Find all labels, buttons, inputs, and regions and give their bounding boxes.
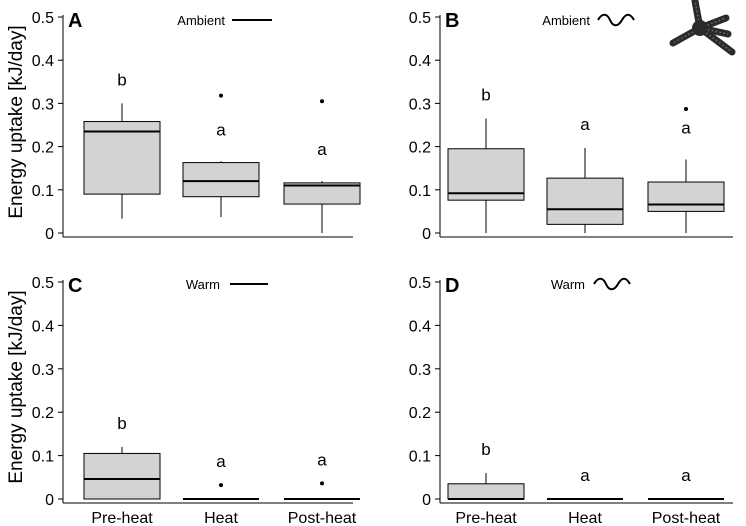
significance-letter: b (481, 440, 490, 459)
box-2: a (547, 466, 623, 500)
box-1: b (83, 70, 161, 219)
box-1: b (83, 414, 161, 500)
significance-letter: b (117, 414, 126, 433)
y-tick-label: 0.5 (32, 10, 54, 27)
significance-letter: a (681, 119, 691, 138)
y-tick-label: 0.1 (409, 183, 431, 200)
y-tick-label: 0.1 (409, 449, 431, 466)
y-tick-label: 0.3 (32, 362, 54, 379)
panel-a: 0 0.1 0.2 0.3 0.4 0.5 A Ambient b a a (32, 10, 361, 243)
legend-label: Ambient (177, 13, 225, 28)
y-tick-label: 0.4 (32, 53, 54, 70)
box-iqr (83, 121, 161, 195)
y-tick-label: 0.2 (409, 405, 431, 422)
legend-label: Warm (186, 277, 220, 292)
y-tick-label: 0 (422, 492, 431, 509)
y-tick-label: 0.3 (32, 96, 54, 113)
y-tick-label: 0.2 (409, 140, 431, 157)
box-1: b (447, 440, 525, 500)
y-tick-label: 0.3 (409, 362, 431, 379)
significance-letter: a (580, 466, 590, 485)
y-tick-label: 0 (45, 492, 54, 509)
legend-label: Warm (551, 277, 585, 292)
box-2: a (546, 115, 624, 233)
x-tick-label: Post-heat (652, 510, 721, 526)
outlier-point (219, 483, 223, 488)
significance-letter: a (216, 120, 226, 139)
outlier-point (320, 481, 324, 486)
outlier-point (320, 99, 324, 104)
panel-label: A (68, 10, 82, 32)
panel-d: 0 0.1 0.2 0.3 0.4 0.5 D Warm b a a Pre-heat Heat Post… (409, 275, 733, 526)
box-iqr (182, 162, 260, 198)
y-tick-label: 0.3 (409, 96, 431, 113)
y-tick-label: 0.2 (32, 140, 54, 157)
y-tick-label: 0.5 (409, 10, 431, 27)
y-tick-label: 0.4 (409, 53, 431, 70)
y-axis-label-bottom: Energy uptake [kJ/day] (6, 290, 27, 483)
significance-letter: a (317, 140, 327, 159)
y-tick-label: 0.1 (32, 183, 54, 200)
legend-label: Ambient (542, 13, 590, 28)
sea-star-arm-texture (699, 27, 733, 53)
box-3: a (647, 107, 725, 233)
x-tick-label: Post-heat (288, 510, 357, 526)
significance-letter: a (216, 452, 226, 471)
y-tick-label: 0 (45, 226, 54, 243)
legend-wave-symbol (597, 13, 635, 27)
significance-letter: a (580, 115, 590, 134)
box-1: b (447, 86, 525, 233)
y-tick-label: 0.1 (32, 449, 54, 466)
panel-label: C (68, 275, 82, 297)
box-iqr (447, 483, 525, 500)
x-tick-label: Heat (204, 510, 238, 526)
y-tick-label: 0 (422, 226, 431, 243)
box-iqr (546, 177, 624, 225)
box-iqr (83, 452, 161, 500)
x-tick-label: Heat (568, 510, 602, 526)
panel-b: 0 0.1 0.2 0.3 0.4 0.5 B Ambient b a a (409, 0, 736, 243)
outlier-point (684, 107, 688, 112)
y-tick-label: 0.4 (32, 318, 54, 335)
box-iqr (447, 148, 525, 201)
significance-letter: b (481, 86, 490, 105)
significance-letter: a (317, 450, 327, 469)
box-iqr (647, 181, 725, 212)
x-tick-label: Pre-heat (91, 510, 153, 526)
significance-letter: a (681, 466, 691, 485)
y-tick-label: 0.2 (32, 405, 54, 422)
box-3: a (284, 450, 360, 500)
legend-wave-symbol (593, 277, 631, 291)
box-3: a (283, 99, 361, 233)
box-2: a (182, 93, 260, 218)
y-tick-label: 0.5 (409, 275, 431, 292)
sea-star-image (669, 0, 736, 56)
outlier-point (219, 93, 223, 98)
panel-c: 0 0.1 0.2 0.3 0.4 0.5 C Warm b a a Pre-heat Heat Post… (32, 275, 360, 526)
panel-label: B (445, 10, 459, 32)
x-tick-label: Pre-heat (455, 510, 517, 526)
significance-letter: b (117, 70, 126, 89)
panel-label: D (445, 275, 459, 297)
box-iqr (283, 182, 361, 205)
box-3: a (648, 466, 724, 500)
y-tick-label: 0.5 (32, 275, 54, 292)
box-2: a (183, 452, 259, 500)
y-tick-label: 0.4 (409, 318, 431, 335)
sea-star-body (692, 20, 708, 36)
y-axis-label-top: Energy uptake [kJ/day] (6, 25, 27, 218)
